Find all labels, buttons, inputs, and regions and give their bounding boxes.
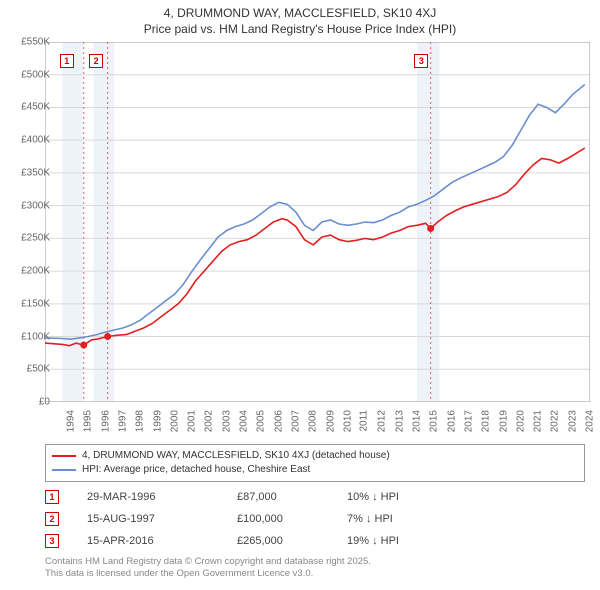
- x-tick-label: 2023: [567, 410, 578, 432]
- chart-area: [45, 42, 590, 402]
- footer-attribution: Contains HM Land Registry data © Crown c…: [45, 556, 371, 581]
- title-line-2: Price paid vs. HM Land Registry's House …: [0, 22, 600, 38]
- y-tick-label: £200K: [21, 266, 50, 277]
- x-tick-label: 2004: [238, 410, 249, 432]
- x-tick-label: 2020: [515, 410, 526, 432]
- legend: 4, DRUMMOND WAY, MACCLESFIELD, SK10 4XJ …: [45, 444, 585, 482]
- row-pct: 10% ↓ HPI: [347, 491, 467, 503]
- table-row: 2 15-AUG-1997 £100,000 7% ↓ HPI: [45, 508, 467, 530]
- row-pct: 19% ↓ HPI: [347, 535, 467, 547]
- row-pct: 7% ↓ HPI: [347, 513, 467, 525]
- row-price: £87,000: [237, 491, 347, 503]
- row-marker: 1: [45, 490, 59, 504]
- x-tick-label: 2017: [463, 410, 474, 432]
- row-date: 15-APR-2016: [87, 535, 237, 547]
- legend-swatch-0: [52, 455, 76, 457]
- x-tick-label: 2007: [290, 410, 301, 432]
- sales-info-table: 1 29-MAR-1996 £87,000 10% ↓ HPI 2 15-AUG…: [45, 486, 467, 552]
- y-tick-label: £350K: [21, 167, 50, 178]
- row-date: 29-MAR-1996: [87, 491, 237, 503]
- footer-line-1: Contains HM Land Registry data © Crown c…: [45, 556, 371, 568]
- x-tick-label: 2008: [307, 410, 318, 432]
- x-tick-label: 2011: [359, 410, 370, 432]
- x-tick-label: 2016: [446, 410, 457, 432]
- x-tick-label: 2013: [394, 410, 405, 432]
- x-tick-label: 2001: [186, 410, 197, 432]
- chart-marker: 2: [89, 54, 103, 68]
- legend-row: 4, DRUMMOND WAY, MACCLESFIELD, SK10 4XJ …: [52, 449, 578, 463]
- legend-row: HPI: Average price, detached house, Ches…: [52, 463, 578, 477]
- y-tick-label: £550K: [21, 37, 50, 48]
- x-tick-label: 2019: [498, 410, 509, 432]
- x-tick-label: 2021: [532, 410, 543, 432]
- y-tick-label: £300K: [21, 200, 50, 211]
- table-row: 3 15-APR-2016 £265,000 19% ↓ HPI: [45, 530, 467, 552]
- chart-titles: 4, DRUMMOND WAY, MACCLESFIELD, SK10 4XJ …: [0, 0, 600, 37]
- title-line-1: 4, DRUMMOND WAY, MACCLESFIELD, SK10 4XJ: [0, 6, 600, 22]
- legend-label-1: HPI: Average price, detached house, Ches…: [82, 463, 310, 477]
- chart-marker: 1: [60, 54, 74, 68]
- y-tick-label: £400K: [21, 135, 50, 146]
- x-tick-label: 2003: [221, 410, 232, 432]
- x-tick-label: 2009: [325, 410, 336, 432]
- x-tick-label: 2022: [550, 410, 561, 432]
- y-tick-label: £250K: [21, 233, 50, 244]
- x-tick-label: 1997: [117, 410, 128, 432]
- row-price: £100,000: [237, 513, 347, 525]
- x-tick-label: 2018: [480, 410, 491, 432]
- x-tick-label: 2012: [377, 410, 388, 432]
- x-tick-label: 2005: [256, 410, 267, 432]
- x-tick-label: 2014: [411, 410, 422, 432]
- y-tick-label: £50K: [27, 364, 50, 375]
- x-tick-label: 2015: [429, 410, 440, 432]
- x-tick-label: 1998: [134, 410, 145, 432]
- y-tick-label: £500K: [21, 69, 50, 80]
- y-tick-label: £450K: [21, 102, 50, 113]
- y-tick-label: £100K: [21, 331, 50, 342]
- y-tick-label: £150K: [21, 298, 50, 309]
- x-tick-label: 2000: [169, 410, 180, 432]
- plot-svg: [45, 42, 590, 402]
- x-tick-label: 2024: [584, 410, 595, 432]
- x-tick-label: 1996: [100, 410, 111, 432]
- x-tick-label: 2010: [342, 410, 353, 432]
- x-tick-label: 2006: [273, 410, 284, 432]
- row-price: £265,000: [237, 535, 347, 547]
- x-tick-label: 1995: [83, 410, 94, 432]
- table-row: 1 29-MAR-1996 £87,000 10% ↓ HPI: [45, 486, 467, 508]
- chart-marker: 3: [414, 54, 428, 68]
- y-tick-label: £0: [39, 397, 50, 408]
- x-tick-label: 1999: [152, 410, 163, 432]
- footer-line-2: This data is licensed under the Open Gov…: [45, 568, 371, 580]
- row-marker: 3: [45, 534, 59, 548]
- row-marker: 2: [45, 512, 59, 526]
- chart-container: 4, DRUMMOND WAY, MACCLESFIELD, SK10 4XJ …: [0, 0, 600, 590]
- x-tick-label: 2002: [204, 410, 215, 432]
- legend-swatch-1: [52, 469, 76, 471]
- legend-label-0: 4, DRUMMOND WAY, MACCLESFIELD, SK10 4XJ …: [82, 449, 390, 463]
- row-date: 15-AUG-1997: [87, 513, 237, 525]
- x-tick-label: 1994: [65, 410, 76, 432]
